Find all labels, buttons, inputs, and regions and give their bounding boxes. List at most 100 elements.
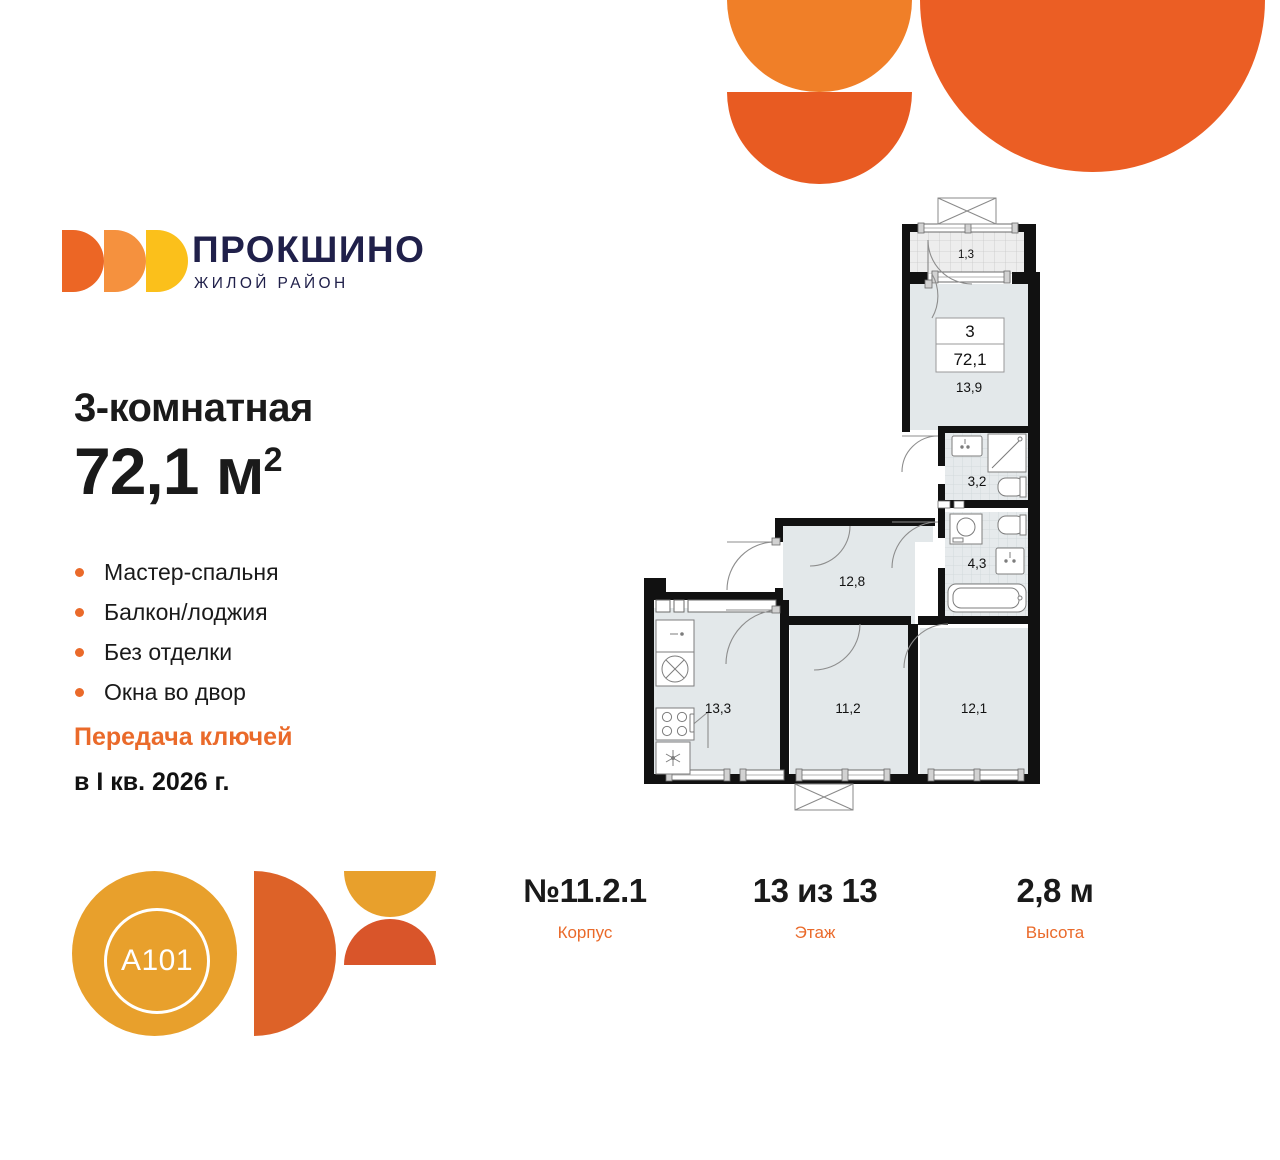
door-hall-kitchen xyxy=(809,525,851,567)
washing-machine-icon xyxy=(949,513,983,545)
info-floor-value: 13 из 13 xyxy=(752,872,878,909)
balcony-floor xyxy=(908,232,1024,274)
wall-hall-left-lower xyxy=(775,588,783,610)
a101-circle: A101 xyxy=(72,871,237,1036)
brand-name: ПРОКШИНО xyxy=(192,229,426,270)
wall-bath2-bottom xyxy=(920,616,1030,624)
list-item: Без отделки xyxy=(74,632,454,672)
info-floor-label: Этаж xyxy=(794,923,836,942)
bedroom-3-area-label: 12,1 xyxy=(961,701,987,716)
feature-label: Без отделки xyxy=(104,639,233,665)
wall-hall-left-upper xyxy=(775,518,783,542)
door-bath2 xyxy=(891,521,939,569)
wall-bed2-top xyxy=(789,616,911,625)
logo-semicircle-1 xyxy=(62,230,104,292)
wall-balcony-right xyxy=(1024,224,1036,276)
wall-bath2-left xyxy=(938,508,945,538)
windows xyxy=(655,222,1025,782)
prokshino-logo: ПРОКШИНО ЖИЛОЙ РАЙОН xyxy=(62,228,462,300)
wall-hall-top xyxy=(775,518,935,526)
info-bar: №11.2.1 Корпус 13 из 13 Этаж 2,8 м Высот… xyxy=(490,872,1170,962)
decorative-半-circle-light-orange xyxy=(727,0,912,92)
bullet-icon xyxy=(75,648,84,657)
logo-semicircle-3 xyxy=(146,230,188,292)
bullet-icon xyxy=(75,568,84,577)
floorplan: 1,3 13,9 3,2 4,3 12,8 13,3 11,2 12,1 3 7… xyxy=(620,196,1060,816)
wall-bath1-left-low xyxy=(938,484,945,506)
apartment-area-title: 72,1 м2 xyxy=(74,433,283,509)
master-bedroom-area-label: 13,9 xyxy=(956,380,982,395)
counter-icon xyxy=(655,619,695,653)
wall-bath1-top xyxy=(938,426,1030,433)
apartment-area-value: 72,1 м xyxy=(74,434,265,508)
summary-rooms-value: 3 xyxy=(965,322,974,341)
kitchen-fixtures xyxy=(655,619,695,775)
handover-date: в I кв. 2026 г. xyxy=(74,768,230,796)
sink-icon-bath2 xyxy=(995,547,1025,575)
wall-kitchen-top xyxy=(644,592,778,600)
feature-label: Окна во двор xyxy=(104,679,246,705)
feature-label: Балкон/лоджия xyxy=(104,599,268,625)
wall-master-left xyxy=(902,284,910,432)
door-hinges xyxy=(771,279,933,614)
a101-cup-shape xyxy=(344,871,436,917)
window-balcony-door xyxy=(931,270,1011,284)
hall-floor-upper xyxy=(783,526,933,542)
summary-area-value: 72,1 xyxy=(953,350,986,369)
vent-bath xyxy=(937,500,965,509)
refrigerator-icon xyxy=(655,741,691,775)
info-height-value: 2,8 м xyxy=(1016,872,1094,909)
wall-part-kitchen-bed2 xyxy=(780,600,789,778)
handover-title: Передача ключей xyxy=(74,723,293,751)
list-item: Окна во двор xyxy=(74,672,454,712)
balcony-area-label: 1,3 xyxy=(958,249,974,261)
ac-unit-top xyxy=(937,197,997,225)
window-bedroom-3 xyxy=(927,768,1025,782)
info-korpus: №11.2.1 Корпус xyxy=(490,872,680,943)
sink-icon-bath1 xyxy=(951,435,983,457)
door-hall-lower xyxy=(725,609,781,665)
stove-icon xyxy=(655,707,695,741)
summary-box: 3 72,1 xyxy=(935,317,1005,373)
ac-units xyxy=(794,197,997,811)
apartment-rooms-title: 3-комнатная xyxy=(74,386,313,430)
wall-part-bed2-bed3 xyxy=(908,624,918,778)
decorative-half-circle-orange xyxy=(727,92,912,184)
features-list: Мастер-спальня Балкон/лоджия Без отделки… xyxy=(74,552,454,712)
list-item: Мастер-спальня xyxy=(74,552,454,592)
a101-developer-logo: A101 xyxy=(72,866,442,1041)
toilet-icon-bath1 xyxy=(997,476,1027,498)
toilet-icon-bath2 xyxy=(997,514,1027,536)
brand-subtitle: ЖИЛОЙ РАЙОН xyxy=(194,275,349,292)
bathtub-icon xyxy=(947,583,1027,613)
info-height-label: Высота xyxy=(1025,923,1085,942)
prokshino-logo-mark xyxy=(62,230,188,292)
bullet-icon xyxy=(75,608,84,617)
door-master xyxy=(931,273,939,319)
a101-ring: A101 xyxy=(104,908,210,1014)
a101-label: A101 xyxy=(120,944,194,977)
door-bedroom-2 xyxy=(813,623,861,671)
shower-icon-bath1 xyxy=(987,433,1027,473)
info-korpus-label: Корпус xyxy=(557,923,613,942)
sink-icon-kitchen xyxy=(655,651,695,687)
bedroom-3-floor xyxy=(920,628,1030,776)
door-bedroom-3 xyxy=(903,623,949,669)
window-bedroom-2 xyxy=(795,768,891,782)
wall-balcony-bottom-left xyxy=(902,272,928,284)
a101-half-circle xyxy=(254,871,336,1036)
wall-balcony-left xyxy=(902,224,910,276)
list-item: Балкон/лоджия xyxy=(74,592,454,632)
wall-bath2-left-low xyxy=(938,568,945,624)
wall-bed3-top xyxy=(918,616,948,625)
door-leaves xyxy=(726,242,938,611)
info-floor: 13 из 13 Этаж xyxy=(730,872,900,943)
logo-semicircle-2 xyxy=(104,230,146,292)
hall-area-label: 12,8 xyxy=(839,574,865,589)
bathroom-2-area-label: 4,3 xyxy=(968,556,987,571)
info-height: 2,8 м Высота xyxy=(970,872,1140,943)
wall-kitchen-notch xyxy=(644,578,666,594)
wall-kitchen-left xyxy=(644,592,654,784)
decorative-half-circle-large xyxy=(920,0,1265,172)
hall-floor xyxy=(783,526,915,626)
